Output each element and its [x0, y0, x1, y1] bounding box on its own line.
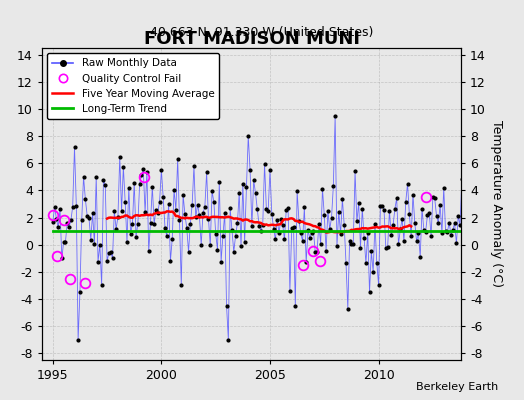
Title: FORT MADISON MUNI: FORT MADISON MUNI: [144, 30, 359, 48]
Text: 40.663 N, 91.330 W (United States): 40.663 N, 91.330 W (United States): [150, 26, 374, 39]
Text: Berkeley Earth: Berkeley Earth: [416, 382, 498, 392]
Legend: Raw Monthly Data, Quality Control Fail, Five Year Moving Average, Long-Term Tren: Raw Monthly Data, Quality Control Fail, …: [47, 53, 220, 119]
Y-axis label: Temperature Anomaly (°C): Temperature Anomaly (°C): [490, 120, 503, 288]
